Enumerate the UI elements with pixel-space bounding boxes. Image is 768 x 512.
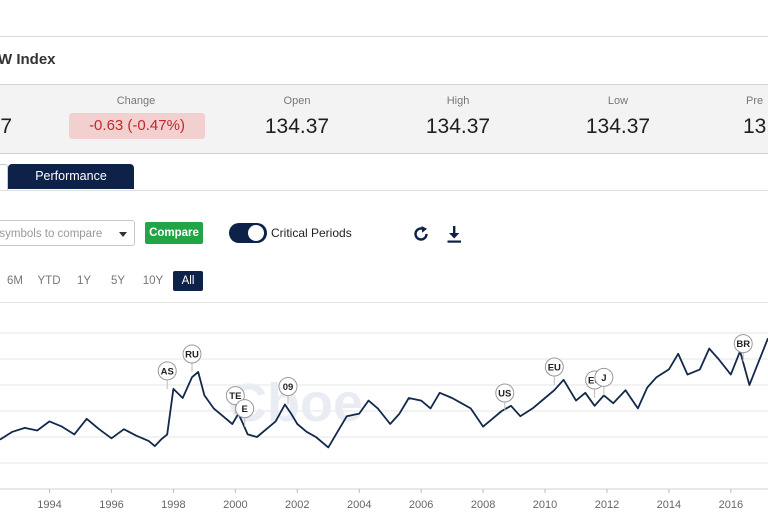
marker-label: J xyxy=(601,373,606,384)
x-tick-label: 1994 xyxy=(37,499,61,511)
marker-label: TE xyxy=(229,391,241,402)
critical-period-marker[interactable]: RU xyxy=(182,344,202,372)
chart-x-axis: 1994 1996 1998 2000 2002 2004 2006 2008 2010 2012… xyxy=(37,489,743,511)
critical-period-marker[interactable]: 09 xyxy=(278,377,298,405)
x-tick-label: 2004 xyxy=(347,499,371,511)
marker-label: RU xyxy=(185,350,199,361)
critical-period-marker[interactable]: BR xyxy=(733,334,753,362)
low-label: Low xyxy=(607,95,629,107)
range-6m[interactable]: 6M xyxy=(7,275,23,287)
low-value: 134.37 xyxy=(585,115,651,138)
prev-close-label: Pre xyxy=(746,95,764,107)
marker-bubble xyxy=(733,334,753,354)
marker-bubble xyxy=(544,357,564,377)
toggle-knob xyxy=(248,225,264,241)
x-tick-label: 2014 xyxy=(657,499,681,511)
chart-grid xyxy=(0,332,768,490)
compare-placeholder: t symbols to compare xyxy=(0,228,103,240)
marker-label: EU xyxy=(588,376,601,387)
high-value: 134.37 xyxy=(425,115,491,138)
critical-periods-toggle[interactable] xyxy=(229,223,267,243)
refresh-icon[interactable] xyxy=(411,224,431,244)
compare-button[interactable]: Compare xyxy=(145,222,203,244)
page-title: W Index xyxy=(0,51,56,68)
x-tick-label: 2008 xyxy=(471,499,495,511)
series-line xyxy=(0,337,768,449)
marker-bubble xyxy=(278,377,298,396)
x-tick-label: 2002 xyxy=(285,499,309,511)
marker-bubble xyxy=(157,361,177,381)
last-price-value: 7 xyxy=(0,115,12,138)
marker-label: EU xyxy=(548,363,561,374)
range-all[interactable]: All xyxy=(173,271,203,291)
change-value: -0.63 (-0.47%) xyxy=(69,113,205,139)
x-tick-label: 2012 xyxy=(595,499,619,511)
x-tick-label: 2016 xyxy=(719,499,743,511)
x-tick-label: 1998 xyxy=(161,499,185,511)
chart-top-divider xyxy=(0,302,768,303)
x-tick-label: 2010 xyxy=(533,499,557,511)
prev-close-value: 13 xyxy=(743,115,767,138)
marker-bubble xyxy=(182,344,202,364)
tab-performance[interactable]: Performance xyxy=(8,164,134,189)
critical-period-marker[interactable]: AS xyxy=(157,361,177,389)
open-label: Open xyxy=(283,95,311,107)
open-value: 134.37 xyxy=(264,115,330,138)
compare-symbols-select[interactable]: t symbols to compare xyxy=(0,220,135,246)
critical-periods-label: Critical Periods xyxy=(271,226,352,240)
marker-bubble xyxy=(235,399,255,419)
marker-label: E xyxy=(241,404,247,415)
tab-previous[interactable] xyxy=(0,164,8,190)
marker-bubble xyxy=(495,383,515,403)
tabs-divider xyxy=(0,190,768,191)
marker-label: 09 xyxy=(283,382,294,393)
range-10y[interactable]: 10Y xyxy=(142,275,164,287)
caret-down-icon xyxy=(119,232,127,237)
critical-period-marker[interactable]: EU xyxy=(544,357,564,385)
critical-period-marker[interactable]: TE xyxy=(225,386,245,414)
range-ytd[interactable]: YTD xyxy=(37,275,61,287)
critical-period-marker[interactable]: E xyxy=(235,399,255,427)
critical-period-marker[interactable]: J xyxy=(594,367,614,396)
marker-bubble xyxy=(594,367,614,387)
range-1y[interactable]: 1Y xyxy=(76,275,92,287)
change-label: Change xyxy=(116,95,156,107)
x-tick-label: 2000 xyxy=(223,499,247,511)
x-tick-label: 1996 xyxy=(99,499,123,511)
download-icon[interactable] xyxy=(444,224,464,244)
marker-label: AS xyxy=(161,366,174,377)
critical-period-marker[interactable]: US xyxy=(495,383,515,411)
header-divider xyxy=(0,36,768,37)
range-5y[interactable]: 5Y xyxy=(110,275,126,287)
marker-label: US xyxy=(498,389,511,400)
x-tick-label: 2006 xyxy=(409,499,433,511)
high-label: High xyxy=(446,95,470,107)
marker-bubble xyxy=(225,386,245,406)
marker-label: BR xyxy=(736,339,750,350)
